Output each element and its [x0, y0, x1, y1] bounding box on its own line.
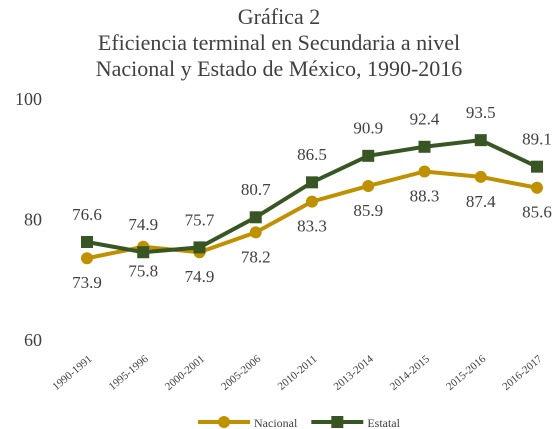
data-label: 74.9 — [128, 215, 158, 234]
data-label: 75.8 — [128, 262, 158, 281]
x-tick-label: 1995-1996 — [107, 353, 152, 393]
y-tick-label: 60 — [24, 330, 42, 350]
legend-marker — [218, 416, 230, 428]
legend-label: Nacional — [254, 416, 298, 429]
data-point — [81, 235, 93, 248]
x-tick-label: 2016-2017 — [500, 353, 545, 393]
data-point — [137, 246, 150, 259]
data-label: 88.3 — [410, 186, 440, 205]
x-tick-label: 2014-2015 — [388, 353, 433, 393]
data-point — [193, 241, 206, 254]
y-tick-label: 80 — [24, 210, 42, 230]
data-label: 80.7 — [241, 180, 271, 199]
data-point — [249, 211, 262, 224]
data-point — [81, 252, 93, 265]
data-label: 85.9 — [353, 201, 383, 220]
data-label: 92.4 — [410, 110, 440, 129]
legend-label: Estatal — [367, 416, 400, 429]
data-point — [418, 140, 431, 153]
data-label: 78.2 — [241, 247, 271, 266]
legend-marker — [331, 416, 344, 428]
data-label: 87.4 — [466, 192, 496, 211]
data-label: 75.7 — [185, 210, 215, 229]
x-tick-label: 2000-2001 — [163, 353, 207, 393]
data-label: 93.5 — [466, 103, 496, 122]
x-tick-label: 1990-1991 — [50, 353, 94, 393]
data-point — [362, 179, 375, 192]
data-point — [531, 160, 543, 173]
data-label: 89.1 — [522, 130, 552, 149]
data-point — [362, 149, 375, 162]
data-point — [306, 195, 318, 208]
data-label: 74.9 — [185, 267, 215, 286]
chart-title: Nacional y Estado de México, 1990-2016 — [96, 56, 463, 81]
data-point — [418, 165, 431, 178]
data-point — [474, 170, 487, 183]
data-label: 85.6 — [522, 203, 552, 222]
chart-title: Eficiencia terminal en Secundaria a nive… — [98, 30, 460, 55]
x-tick-label: 2013-2014 — [332, 353, 377, 393]
data-label: 83.3 — [297, 217, 327, 236]
data-point — [306, 176, 318, 189]
data-label: 90.9 — [353, 119, 383, 138]
data-point — [531, 181, 543, 194]
data-label: 76.6 — [72, 205, 102, 224]
data-label: 73.9 — [72, 273, 102, 292]
y-tick-label: 100 — [15, 89, 42, 109]
data-point — [474, 134, 487, 147]
chart-title: Gráfica 2 — [238, 4, 320, 29]
x-tick-label: 2010-2011 — [276, 353, 320, 393]
x-tick-label: 2015-2016 — [444, 353, 489, 393]
data-label: 86.5 — [297, 145, 327, 164]
data-point — [249, 226, 262, 239]
x-tick-label: 2005-2006 — [219, 353, 264, 393]
